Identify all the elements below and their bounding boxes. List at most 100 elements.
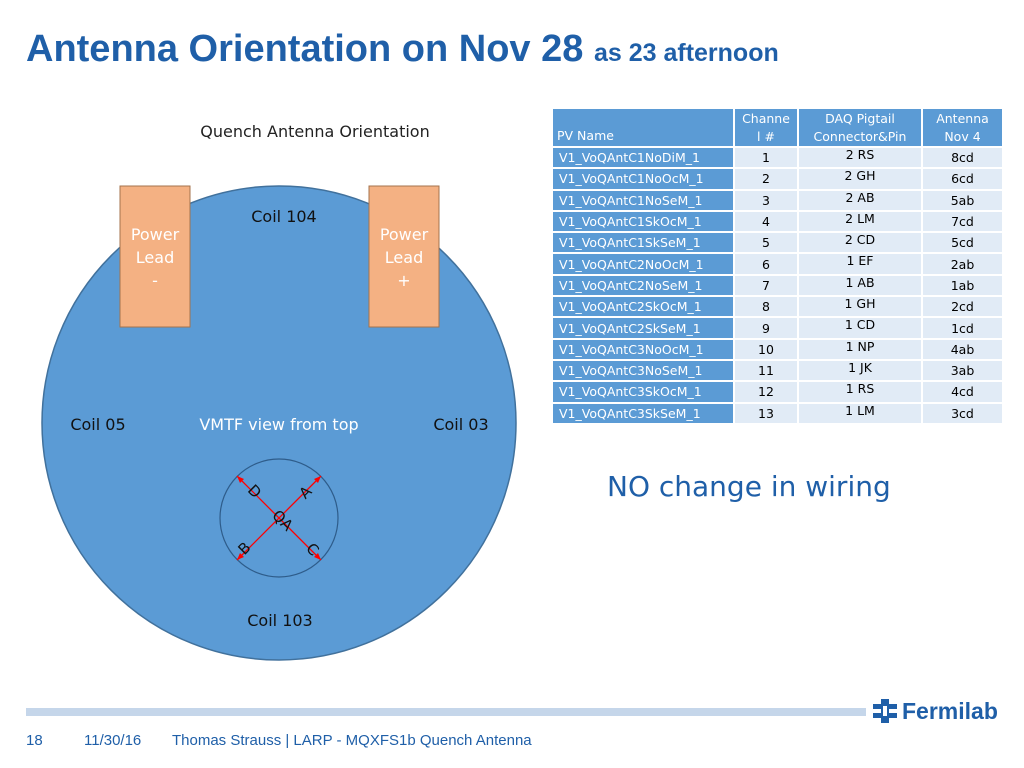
- daq-pin-cell: 1 GH: [799, 297, 921, 317]
- daq-pin-cell: 1 RS: [799, 382, 921, 402]
- channel-cell: 1: [735, 148, 797, 168]
- pv-cell: V1_VoQAntC3SkSeM_1: [553, 403, 733, 423]
- daq-pin-cell: 1 EF: [799, 254, 921, 274]
- fermilab-logo: Fermilab: [872, 696, 1012, 726]
- table-row: V1_VoQAntC2SkOcM_1 8 1 GH 2cd: [553, 297, 1002, 317]
- antenna-cell: 2ab: [923, 254, 1002, 274]
- quench-antenna-circle: [219, 458, 339, 578]
- daq-pin-cell: 1 NP: [799, 340, 921, 359]
- power-lead-right-line1: Power: [380, 225, 429, 244]
- daq-pin-cell: 1 JK: [799, 361, 921, 381]
- table-row: V1_VoQAntC2NoOcM_1 6 1 EF 2ab: [553, 254, 1002, 274]
- antenna-cell: 5cd: [923, 233, 1002, 253]
- header-daq: DAQ Pigtail Connector&Pin: [799, 109, 921, 146]
- antenna-cell: 4ab: [923, 339, 1002, 359]
- table-row: V1_VoQAntC1NoSeM_1 3 2 AB 5ab: [553, 190, 1002, 210]
- daq-pin-cell: 2 AB: [799, 190, 921, 210]
- coil-bottom-label: Coil 103: [247, 611, 312, 630]
- channel-cell: 8: [735, 297, 797, 317]
- coil-right-label: Coil 03: [433, 415, 488, 434]
- channel-cell: 5: [735, 233, 797, 253]
- footer-bar: [26, 708, 866, 716]
- table-row: V1_VoQAntC1SkOcM_1 4 2 LM 7cd: [553, 211, 1002, 232]
- daq-pin-cell: 2 LM: [799, 212, 921, 232]
- channel-cell: 9: [735, 318, 797, 338]
- pv-cell: V1_VoQAntC3SkOcM_1: [553, 382, 733, 402]
- table-row: V1_VoQAntC1NoDiM_1 1 2 RS 8cd: [553, 148, 1002, 168]
- view-label: VMTF view from top: [199, 415, 358, 434]
- channel-cell: 6: [735, 254, 797, 274]
- daq-pin-cell: 2 CD: [799, 233, 921, 253]
- arrow-a-b: [236, 475, 322, 561]
- pv-cell: V1_VoQAntC2NoSeM_1: [553, 275, 733, 296]
- antenna-cell: 3cd: [923, 403, 1002, 423]
- title-sub: as 23 afternoon: [593, 39, 779, 67]
- slide-title: Antenna Orientation on Nov 28 as 23 afte…: [26, 28, 779, 71]
- pv-cell: V1_VoQAntC1SkOcM_1: [553, 211, 733, 232]
- power-lead-left-line2: Lead: [136, 248, 174, 267]
- pv-cell: V1_VoQAntC1NoSeM_1: [553, 190, 733, 210]
- power-lead-left-line1: Power: [131, 225, 180, 244]
- antenna-cell: 8cd: [923, 148, 1002, 168]
- page-number: 18: [26, 732, 43, 749]
- antenna-cell: 2cd: [923, 297, 1002, 317]
- fermilab-icon: [873, 699, 897, 723]
- pv-cell: V1_VoQAntC1SkSeM_1: [553, 233, 733, 253]
- table-row: V1_VoQAntC1SkSeM_1 5 2 CD 5cd: [553, 233, 1002, 253]
- coil-left-label: Coil 05: [70, 415, 125, 434]
- antenna-cell: 1cd: [923, 318, 1002, 338]
- channel-cell: 4: [735, 211, 797, 232]
- header-pv-name: PV Name: [553, 109, 733, 146]
- daq-pin-cell: 2 RS: [799, 148, 921, 168]
- table-row: V1_VoQAntC3NoSeM_1 11 1 JK 3ab: [553, 360, 1002, 381]
- table-row: V1_VoQAntC1NoOcM_1 2 2 GH 6cd: [553, 169, 1002, 189]
- title-main: Antenna Orientation on Nov 28: [26, 28, 584, 70]
- table-header-row: PV Name Channe l # DAQ Pigtail Connector&P…: [553, 109, 1002, 146]
- channel-cell: 13: [735, 403, 797, 423]
- table-row: V1_VoQAntC3SkOcM_1 12 1 RS 4cd: [553, 382, 1002, 402]
- power-lead-right-box: [368, 185, 440, 328]
- antenna-cell: 1ab: [923, 275, 1002, 296]
- antenna-cell: 5ab: [923, 190, 1002, 210]
- channel-cell: 2: [735, 169, 797, 189]
- pv-cell: V1_VoQAntC3NoSeM_1: [553, 360, 733, 381]
- channel-cell: 10: [735, 339, 797, 359]
- pv-cell: V1_VoQAntC3NoOcM_1: [553, 339, 733, 359]
- antenna-cell: 3ab: [923, 360, 1002, 381]
- no-change-note: NO change in wiring: [607, 470, 891, 503]
- pv-cell: V1_VoQAntC2NoOcM_1: [553, 254, 733, 274]
- power-lead-left-line3: -: [152, 271, 158, 290]
- table-row: V1_VoQAntC2NoSeM_1 7 1 AB 1ab: [553, 275, 1002, 296]
- channel-cell: 7: [735, 275, 797, 296]
- channel-table: PV Name Channe l # DAQ Pigtail Connector&P…: [551, 107, 1004, 425]
- logo-text: Fermilab: [902, 697, 998, 724]
- pv-cell: V1_VoQAntC2SkSeM_1: [553, 318, 733, 338]
- table-row: V1_VoQAntC3NoOcM_1 10 1 NP 4ab: [553, 340, 1002, 359]
- header-antenna: Antenna Nov 4: [923, 109, 1002, 146]
- channel-cell: 12: [735, 382, 797, 402]
- footer-date: 11/30/16: [84, 732, 142, 749]
- daq-pin-cell: 1 CD: [799, 318, 921, 338]
- pv-cell: V1_VoQAntC1NoDiM_1: [553, 148, 733, 168]
- footer-text: Thomas Strauss | LARP - MQXFS1b Quench A…: [172, 732, 532, 749]
- arrowhead-d: [237, 476, 244, 483]
- daq-pin-cell: 1 AB: [799, 276, 921, 296]
- table-row: V1_VoQAntC3SkSeM_1 13 1 LM 3cd: [553, 403, 1002, 423]
- channel-cell: 3: [735, 190, 797, 210]
- power-lead-right-line2: Lead: [385, 248, 423, 267]
- power-lead-right-line3: +: [397, 271, 410, 290]
- arrowhead-b: [237, 553, 244, 560]
- arrowhead-a: [314, 476, 321, 483]
- arrowhead-c: [314, 553, 321, 560]
- coil-top-label: Coil 104: [251, 207, 316, 226]
- pv-cell: V1_VoQAntC1NoOcM_1: [553, 169, 733, 189]
- power-lead-left-box: [119, 185, 191, 328]
- header-channel: Channe l #: [735, 109, 797, 146]
- diagram-heading: Quench Antenna Orientation: [200, 122, 429, 141]
- daq-pin-cell: 2 GH: [799, 169, 921, 189]
- pv-cell: V1_VoQAntC2SkOcM_1: [553, 297, 733, 317]
- antenna-cell: 7cd: [923, 211, 1002, 232]
- table-row: V1_VoQAntC2SkSeM_1 9 1 CD 1cd: [553, 318, 1002, 338]
- antenna-cell: 6cd: [923, 169, 1002, 189]
